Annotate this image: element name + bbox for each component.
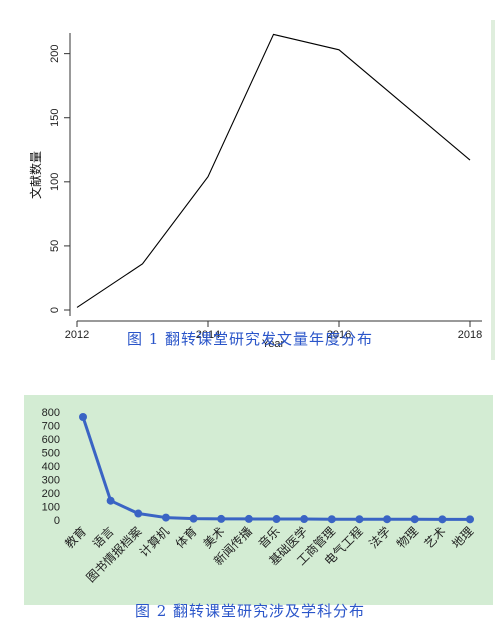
chart1-caption: 图 1 翻转课堂研究发文量年度分布: [126, 330, 374, 348]
chart2-y-tick-label: 300: [42, 475, 60, 487]
chart2-data-point: [300, 515, 309, 524]
chart1-svg: 0 50 100 150 200 2012 2014 2016 2018 文献数量 Year: [28, 33, 482, 350]
chart2-category-label: 地理: [449, 524, 476, 551]
chart2-category-label: 教育: [62, 524, 90, 552]
chart1-y-tick-label: 100: [49, 173, 61, 191]
chart1-y-tick-label: 0: [49, 307, 61, 313]
chart2-data-point: [244, 514, 253, 523]
chart2-caption: 图 2 翻转课堂研究涉及学科分布: [134, 602, 366, 620]
chart1-x-tick-label: 2014: [196, 329, 220, 341]
chart2-data-point: [383, 515, 392, 524]
chart2-category-label: 艺术: [422, 524, 449, 551]
chart2-data-point: [134, 509, 143, 518]
chart2-y-tick-label: 100: [42, 502, 60, 514]
chart2-data-point: [438, 515, 447, 524]
chart2-data-point: [272, 515, 281, 524]
chart1-x-axis-title: Year: [262, 338, 285, 350]
chart2-data-point: [161, 513, 170, 522]
chart2-data-point: [106, 496, 115, 505]
chart2-y-tick-label: 0: [54, 515, 60, 527]
chart2-data-point: [466, 515, 474, 524]
chart2-y-tick-label: 200: [42, 488, 60, 500]
chart1-y-axis-title: 文献数量: [28, 151, 43, 199]
chart1-panel-edge: [491, 20, 495, 360]
chart2-category-label: 法学: [366, 524, 394, 552]
chart2-category-label: 物理: [394, 524, 421, 551]
chart2-data-point: [410, 515, 419, 524]
chart2-data-point: [189, 514, 198, 523]
chart2-y-tick-label: 500: [42, 448, 60, 460]
chart2-series-line: [81, 416, 470, 521]
chart1-panel: [20, 20, 495, 360]
chart2-category-label: 体育: [172, 524, 200, 552]
chart2-y-tick-label: 400: [42, 461, 60, 473]
chart2-data-point: [217, 514, 226, 523]
chart1-x-tick-label: 2016: [327, 329, 351, 341]
chart2-y-tick-label: 700: [42, 421, 60, 433]
chart1-y-tick-label: 200: [49, 44, 61, 62]
chart1-y-tick-label: 150: [49, 109, 61, 127]
chart1-y-tick-label: 50: [49, 240, 61, 252]
chart2-data-point: [79, 412, 87, 421]
chart2-panel: [24, 395, 493, 605]
chart1-x-tick-label: 2012: [65, 329, 89, 341]
chart2-data-point: [327, 515, 336, 524]
chart2-y-tick-label: 800: [42, 407, 60, 419]
chart2-data-point: [355, 515, 364, 524]
chart2-y-tick-label: 600: [42, 434, 60, 446]
chart1-series-line: [76, 33, 471, 308]
chart1-x-tick-label: 2018: [458, 329, 482, 341]
chart2-category-label: 计算机: [136, 524, 172, 560]
